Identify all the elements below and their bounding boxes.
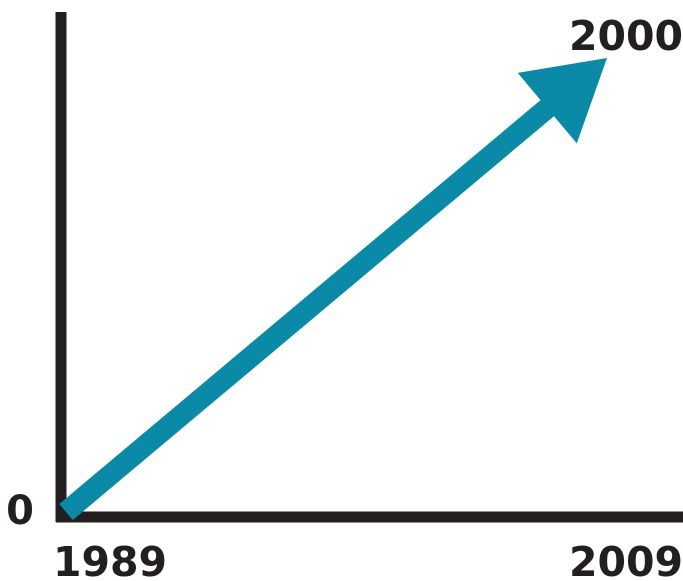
y-tick-label-0: 0	[6, 488, 34, 534]
plot-area: 0 1989 2009 2000	[6, 12, 683, 581]
x-tick-label-1989: 1989	[53, 538, 167, 581]
trend-arrow-head	[517, 58, 607, 144]
end-value-label: 2000	[569, 12, 683, 60]
x-tick-label-2009: 2009	[569, 538, 683, 581]
trend-arrow-shaft	[59, 96, 559, 521]
